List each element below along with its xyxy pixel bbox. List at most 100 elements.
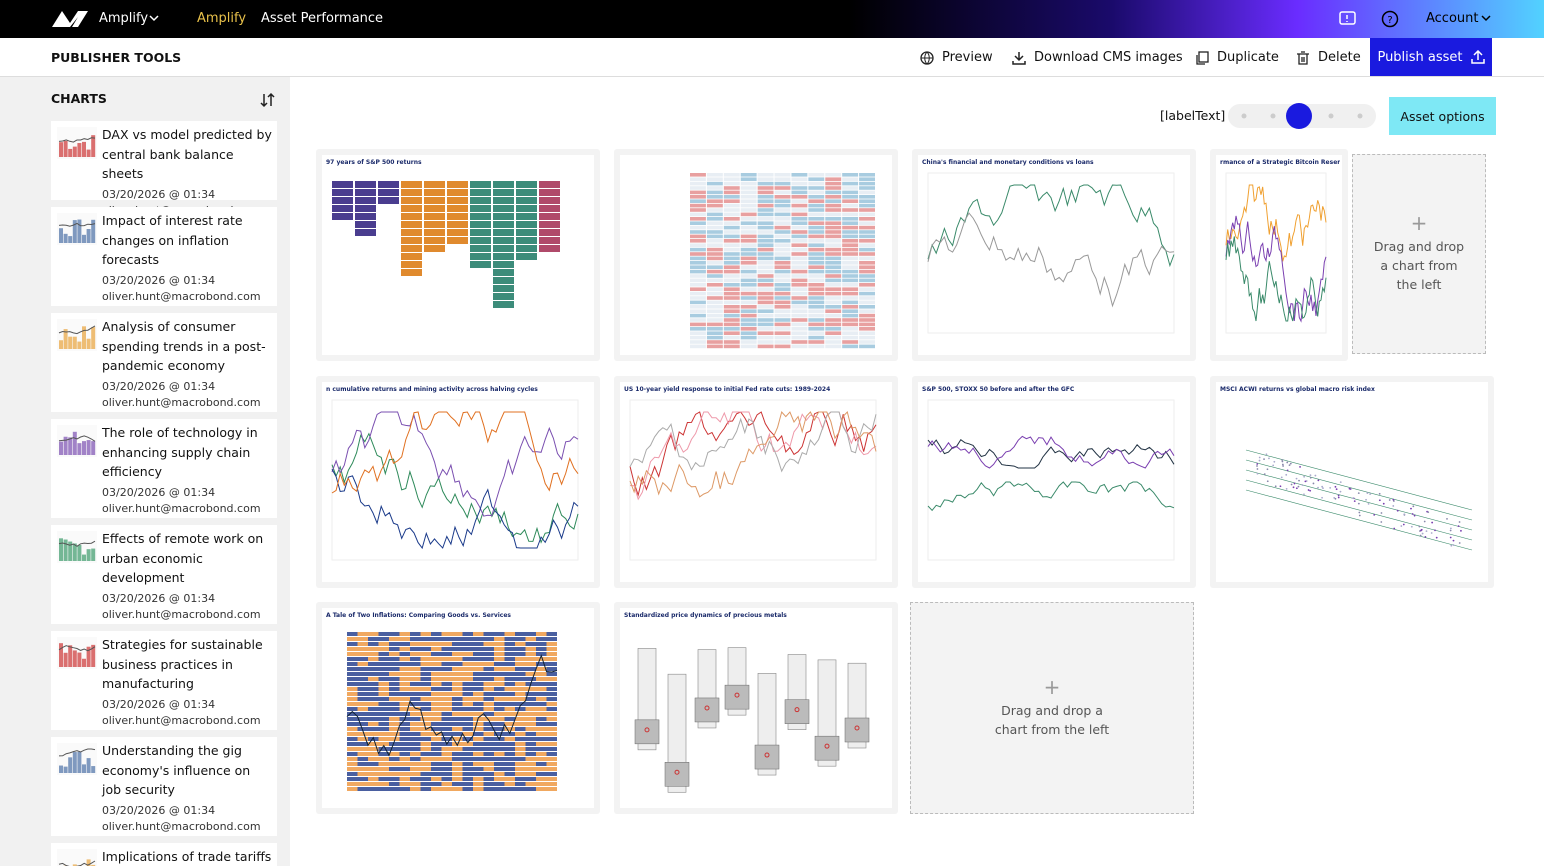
- thumb-cell: [808, 309, 825, 313]
- thumb-cell: [378, 692, 389, 696]
- chart-card[interactable]: China's financial and monetary condition…: [912, 149, 1196, 361]
- thumb-cell: [368, 767, 379, 771]
- chart-list-item[interactable]: Implications of trade tariffs: [51, 843, 277, 866]
- thumb-cell: [842, 335, 859, 340]
- dropzone[interactable]: + Drag and drop a chart from the left: [1352, 154, 1486, 354]
- thumb-cell: [447, 181, 468, 188]
- thumb-cell: [389, 692, 400, 696]
- thumb-cell: [504, 662, 515, 666]
- chart-card[interactable]: 97 years of S&P 500 returns: [316, 149, 600, 361]
- zoom-slider[interactable]: [1228, 102, 1378, 130]
- chart-list-item[interactable]: Analysis of consumer spending trends in …: [51, 313, 277, 412]
- thumb-cell: [740, 221, 757, 225]
- thumb-cell: [347, 712, 358, 716]
- thumb-cell: [859, 186, 875, 190]
- thumb-dot: [1337, 496, 1340, 499]
- thumb-cell: [470, 197, 491, 204]
- thumb-cell: [494, 672, 505, 676]
- thumb-cell: [525, 632, 536, 636]
- download-button[interactable]: Download CMS images: [1012, 50, 1183, 65]
- thumb-cell: [504, 712, 515, 716]
- thumb-cell: [740, 173, 757, 177]
- thumb-line: [1225, 215, 1327, 323]
- thumb-bar: [91, 135, 96, 157]
- thumb-cell: [825, 181, 842, 186]
- thumb-dot: [1263, 458, 1265, 460]
- thumb-cell: [410, 647, 421, 651]
- chart-card[interactable]: S&P 500, STOXX 50 before and after the G…: [912, 376, 1196, 588]
- nav-link[interactable]: Amplify: [197, 11, 247, 26]
- thumb-cell: [483, 787, 494, 791]
- chart-list-item[interactable]: Understanding the gig economy's influenc…: [51, 737, 277, 836]
- chart-list-item[interactable]: DAX vs model predicted by central bank b…: [51, 121, 277, 217]
- chart-card[interactable]: A Tale of Two Inflations: Comparing Good…: [316, 602, 600, 814]
- thumb-cell: [431, 632, 442, 636]
- sort-icon[interactable]: [260, 92, 276, 108]
- chart-list-item[interactable]: Impact of interest rate changes on infla…: [51, 207, 277, 306]
- thumb-dot: [1286, 461, 1289, 464]
- thumb-cell: [525, 652, 536, 656]
- dropzone[interactable]: + Drag and drop a chart from the left: [910, 602, 1194, 814]
- thumb-cell: [378, 787, 389, 791]
- thumb-cell: [525, 742, 536, 746]
- thumb-cell: [452, 762, 463, 766]
- feedback-icon[interactable]: [1339, 11, 1357, 27]
- product-menu[interactable]: Amplify: [99, 11, 149, 26]
- thumb-cell: [859, 221, 875, 225]
- thumb-cell: [825, 305, 842, 309]
- thumb-cell: [504, 747, 515, 751]
- thumb-cell: [842, 208, 859, 212]
- chart-card[interactable]: rmance of a Strategic Bitcoin Reserve: [1210, 149, 1348, 361]
- publish-button[interactable]: Publish asset: [1370, 38, 1492, 76]
- account-menu[interactable]: Account: [1426, 11, 1479, 26]
- duplicate-button[interactable]: Duplicate: [1195, 50, 1279, 65]
- chart-card[interactable]: Standardized price dynamics of precious …: [614, 602, 898, 814]
- help-icon[interactable]: ?: [1381, 10, 1399, 28]
- thumb-cell: [859, 278, 875, 283]
- thumb-dot: [1289, 462, 1292, 465]
- chart-list-item[interactable]: The role of technology in enhancing supp…: [51, 419, 277, 518]
- thumb-cell: [515, 657, 526, 661]
- thumb-line: [58, 222, 96, 227]
- chart-list-item[interactable]: Effects of remote work on urban economic…: [51, 525, 277, 624]
- thumb-cell: [723, 225, 740, 230]
- chart-card[interactable]: US 10-year yield response to initial Fed…: [614, 376, 898, 588]
- chart-list-item[interactable]: Strategies for sustainable business prac…: [51, 631, 277, 730]
- thumb-cell: [539, 229, 560, 236]
- thumb-cell: [431, 747, 442, 751]
- thumb-cell: [378, 652, 389, 656]
- thumb-cell: [546, 767, 557, 771]
- thumb-cell: [546, 697, 557, 701]
- nav-link[interactable]: Asset Performance: [261, 11, 384, 26]
- thumb-cell: [441, 747, 452, 751]
- chart-card[interactable]: MSCI ACWI returns vs global macro risk i…: [1210, 376, 1494, 588]
- thumb-dot: [1421, 532, 1424, 535]
- thumb-cell: [470, 221, 491, 228]
- thumb-cell: [525, 662, 536, 666]
- thumb-cell: [690, 318, 706, 322]
- delete-button[interactable]: Delete: [1296, 50, 1361, 65]
- thumb-cell: [494, 687, 505, 691]
- thumb-cell: [546, 682, 557, 686]
- thumb-cell: [706, 322, 723, 327]
- thumb-line: [1245, 459, 1473, 521]
- thumb-cell: [441, 632, 452, 636]
- preview-button[interactable]: Preview: [920, 50, 993, 65]
- thumb-cell: [357, 762, 368, 766]
- thumb-cell: [347, 667, 358, 671]
- asset-options-button[interactable]: Asset options: [1389, 97, 1496, 135]
- thumb-cell: [808, 186, 825, 190]
- thumb-cell: [473, 707, 484, 711]
- thumb-cell: [483, 747, 494, 751]
- thumb-cell: [483, 672, 494, 676]
- thumb-bar: [63, 233, 68, 243]
- thumb-cell: [516, 181, 537, 188]
- chart-card[interactable]: [614, 149, 898, 361]
- thumb-cell: [842, 305, 859, 309]
- thumb-cell: [410, 767, 421, 771]
- chart-card[interactable]: n cumulative returns and mining activity…: [316, 376, 600, 588]
- thumb-cell: [368, 722, 379, 726]
- thumb-cell: [842, 181, 859, 186]
- thumb-cell: [441, 697, 452, 701]
- thumb-dot: [1285, 473, 1288, 476]
